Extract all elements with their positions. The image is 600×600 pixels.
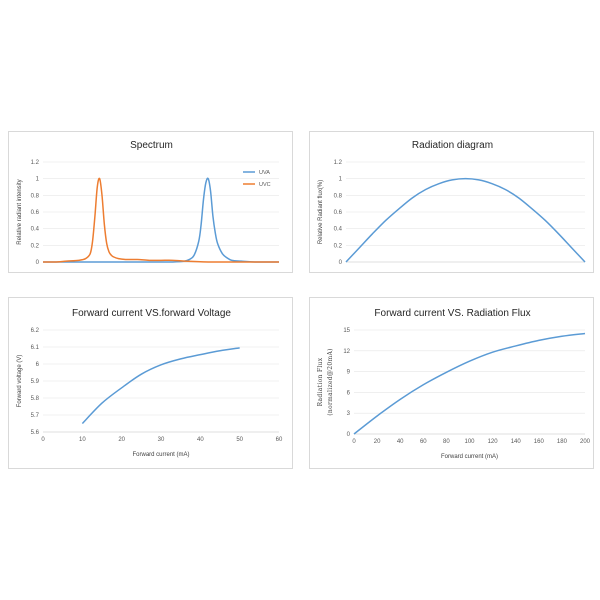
y-tick-label: 0 (347, 432, 351, 438)
y-axis-label: Relative Radiant flux(%) (318, 180, 324, 244)
chart-panel-spectrum: Spectrum 0 0.2 0.4 0.6 0.8 1 1.2 Relative radian… (8, 131, 293, 273)
series-line-uvc (42, 177, 279, 263)
y-tick-label: 0.2 (31, 243, 40, 249)
y-tick-label: 0 (36, 260, 40, 266)
y-tick-label: 1.2 (334, 160, 343, 166)
spectrum-chart: Spectrum 0 0.2 0.4 0.6 0.8 1 1.2 Relative radian… (17, 140, 280, 266)
x-tick-label: 80 (443, 439, 450, 445)
y-tick-label: 0.2 (334, 243, 343, 249)
y-tick-label: 0.6 (31, 210, 40, 216)
y-tick-label: 6.1 (31, 345, 40, 351)
y-tick-label: 12 (343, 349, 350, 355)
chart-panel-current-flux: Forward current VS. Radiation Flux 0 3 6 9 12… (309, 297, 594, 469)
legend-label-uvc: UVC (259, 182, 271, 188)
x-tick-label: 100 (464, 439, 475, 445)
x-tick-label: 60 (276, 437, 283, 443)
x-tick-label: 160 (534, 439, 545, 445)
y-tick-label: 5.7 (31, 413, 40, 419)
y-tick-label: 0.4 (334, 227, 343, 233)
x-tick-label: 60 (420, 439, 427, 445)
x-tick-label: 20 (374, 439, 381, 445)
x-tick-label: 120 (488, 439, 499, 445)
y-tick-label: 5.9 (31, 379, 40, 385)
y-tick-label: 6 (36, 362, 40, 368)
y-tick-label: 5.8 (31, 396, 40, 402)
chart-title: Forward current VS. Radiation Flux (374, 308, 530, 319)
y-tick-label: 1.2 (31, 160, 40, 166)
x-axis-label: Forward current (mA) (441, 454, 498, 460)
series-line (345, 177, 586, 263)
y-tick-label: 0 (339, 260, 343, 266)
y-tick-label: 1 (339, 177, 343, 183)
x-tick-label: 40 (197, 437, 204, 443)
y-tick-label: 3 (347, 411, 351, 417)
legend-label-uva: UVA (259, 170, 270, 176)
y-tick-label: 0.6 (334, 210, 343, 216)
y-tick-label: 6 (347, 390, 351, 396)
y-axis-label: Radiation Flux (317, 357, 324, 406)
chart-title: Radiation diagram (412, 140, 493, 151)
y-tick-label: 9 (347, 370, 351, 376)
y-tick-label: 15 (343, 328, 350, 334)
x-tick-label: 0 (352, 439, 356, 445)
series-line (353, 332, 586, 435)
current-flux-chart: Forward current VS. Radiation Flux 0 3 6 9 12… (317, 308, 591, 460)
x-tick-label: 200 (580, 439, 591, 445)
x-tick-label: 180 (557, 439, 568, 445)
y-axis-label-secondary: (normalized@20mA) (327, 348, 334, 415)
x-tick-label: 140 (511, 439, 522, 445)
y-tick-label: 0.8 (31, 193, 40, 199)
radiation-diagram-chart: Radiation diagram 0 0.2 0.4 0.6 0.8 1 1.2 Relati… (318, 140, 586, 266)
x-tick-label: 30 (158, 437, 165, 443)
chart-title: Forward current VS.forward Voltage (72, 308, 231, 319)
x-tick-label: 10 (79, 437, 86, 443)
x-tick-label: 0 (41, 437, 45, 443)
chart-panel-current-voltage: Forward current VS.forward Voltage 5.6 5.7… (8, 297, 293, 469)
x-tick-label: 40 (397, 439, 404, 445)
series-line (81, 347, 240, 425)
x-tick-label: 50 (236, 437, 243, 443)
chart-title: Spectrum (130, 140, 173, 151)
y-axis-label: Forward voltage (V) (17, 355, 23, 408)
series-line-uva (43, 177, 280, 263)
y-tick-label: 0.8 (334, 193, 343, 199)
y-tick-label: 5.6 (31, 430, 40, 436)
current-voltage-chart: Forward current VS.forward Voltage 5.6 5.7… (17, 308, 283, 458)
y-tick-label: 6.2 (31, 328, 40, 334)
chart-panel-radiation-diagram: Radiation diagram 0 0.2 0.4 0.6 0.8 1 1.2 Relati… (309, 131, 594, 273)
y-tick-label: 1 (36, 177, 40, 183)
y-axis-label: Relative radiant intensity (17, 179, 23, 244)
y-tick-label: 0.4 (31, 227, 40, 233)
x-tick-label: 20 (118, 437, 125, 443)
x-axis-label: Forward current (mA) (132, 452, 189, 458)
